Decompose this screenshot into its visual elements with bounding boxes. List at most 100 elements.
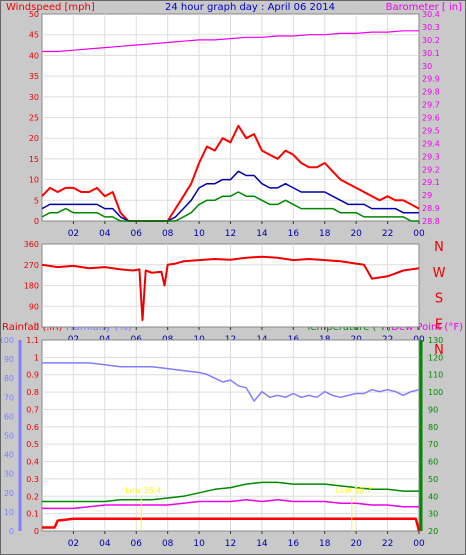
y-tick-label-3: 0.8 <box>26 388 39 397</box>
chart-title: 24 hour graph day : April 06 2014 <box>165 2 335 13</box>
y-tick-label-1: 29.7 <box>422 101 440 110</box>
y-tick-label-2: 0 <box>34 323 39 332</box>
y-tick-label-3: 40 <box>428 492 438 501</box>
x-tick-label: 16 <box>288 539 300 549</box>
y-tick-label-3: 40 <box>4 451 14 460</box>
windspeed-label: Windspeed [mph] <box>6 2 95 13</box>
y-tick-label-1: 30.2 <box>422 36 440 45</box>
y-tick-label-3: 130 <box>428 336 443 345</box>
compass-label: N <box>434 240 444 255</box>
y-tick-label-1: 29.9 <box>422 75 440 84</box>
x-tick-label: 02 <box>68 229 79 239</box>
y-tick-label-1: 30 <box>422 62 432 71</box>
y-tick-label-1: 29.3 <box>422 152 440 161</box>
barometer-label: Barometer [ in] <box>386 2 462 13</box>
y-tick-label-3: 0.9 <box>26 371 39 380</box>
x-tick-label: 00 <box>413 539 425 549</box>
y-tick-label-3: 0.1 <box>26 510 39 519</box>
x-tick-label: 04 <box>99 229 111 239</box>
y-tick-label-1: 29.2 <box>422 165 440 174</box>
x-tick-label: 20 <box>350 229 362 239</box>
series-line-3 <box>42 498 419 510</box>
y-tick-label-2: 180 <box>24 282 39 291</box>
y-tick-label-1: 28.9 <box>422 204 440 213</box>
y-tick-label-3: 30 <box>428 510 438 519</box>
y-tick-label-2: 90 <box>29 302 39 311</box>
y-tick-label-1: 30 <box>29 93 39 102</box>
x-tick-label: 10 <box>193 229 205 239</box>
y-tick-label-3: 60 <box>428 458 438 467</box>
y-tick-label-1: 5 <box>34 196 39 205</box>
y-tick-label-3: 0.2 <box>26 492 39 501</box>
y-tick-label-3: 50 <box>4 432 14 441</box>
y-tick-label-1: 29 <box>422 191 432 200</box>
y-tick-label-3: 20 <box>428 527 438 536</box>
y-tick-label-3: 30 <box>4 470 14 479</box>
compass-label: S <box>435 292 443 307</box>
y-tick-label-1: 30.3 <box>422 23 440 32</box>
y-tick-label-3: 100 <box>428 388 443 397</box>
x-tick-label: 02 <box>68 539 79 549</box>
y-tick-label-1: 50 <box>29 10 39 19</box>
y-tick-label-3: 110 <box>428 371 443 380</box>
y-tick-label-1: 29.5 <box>422 126 440 135</box>
y-tick-label-3: 0.3 <box>26 475 39 484</box>
y-tick-label-1: 25 <box>29 114 39 123</box>
rainfall-label: Rainfall (.in) <box>2 322 63 333</box>
y-tick-label-3: 90 <box>4 355 14 364</box>
compass-label: N <box>434 343 444 358</box>
y-tick-label-1: 20 <box>29 134 39 143</box>
y-tick-label-1: 30.1 <box>422 49 440 58</box>
series-line-1 <box>41 191 419 222</box>
y-tick-label-1: 30.4 <box>422 10 440 19</box>
annotation-label: Low 36.4 <box>125 486 161 495</box>
y-tick-label-1: 15 <box>29 155 39 164</box>
y-tick-label-3: 70 <box>428 440 438 449</box>
series-line-3 <box>42 481 419 503</box>
x-tick-label: 14 <box>256 539 268 549</box>
y-tick-label-1: 28.8 <box>422 217 440 226</box>
y-tick-label-1: 29.8 <box>422 88 440 97</box>
y-tick-label-1: 10 <box>29 176 39 185</box>
series-line-3 <box>42 517 421 532</box>
x-tick-label: 04 <box>99 539 111 549</box>
x-tick-label: 12 <box>225 539 236 549</box>
y-tick-label-1: 29.1 <box>422 178 440 187</box>
dewpoint-label: Dew Point (°F) <box>391 322 463 333</box>
y-tick-label-3: 10 <box>4 508 14 517</box>
y-tick-label-3: 20 <box>4 489 14 498</box>
y-tick-label-3: 0.4 <box>26 458 39 467</box>
y-tick-label-1: 0 <box>34 217 39 226</box>
compass-label: E <box>435 317 443 332</box>
annotation-label: Low 19.7 <box>336 486 372 495</box>
y-tick-label-2: 360 <box>24 240 39 249</box>
y-tick-label-3: 90 <box>428 405 438 414</box>
y-tick-label-2: 270 <box>24 261 39 270</box>
y-tick-label-3: 70 <box>4 393 14 402</box>
x-tick-label: 08 <box>162 539 174 549</box>
y-tick-label-3: 0 <box>9 527 14 536</box>
y-tick-label-3: 1 <box>34 353 39 362</box>
series-line-3 <box>42 362 420 402</box>
plot-layer: 0510152025303540455028.828.92929.129.229… <box>0 10 446 549</box>
x-tick-label: 18 <box>319 539 331 549</box>
y-tick-label-3: 0 <box>34 527 39 536</box>
x-tick-label: 18 <box>319 229 331 239</box>
y-tick-label-1: 35 <box>29 72 39 81</box>
y-tick-label-3: 50 <box>428 475 438 484</box>
y-tick-label-3: 60 <box>4 412 14 421</box>
x-tick-label: 10 <box>193 539 205 549</box>
x-tick-label: 12 <box>225 229 236 239</box>
series-line-2 <box>41 255 420 322</box>
y-tick-label-1: 40 <box>29 51 39 60</box>
x-tick-label: 20 <box>350 539 362 549</box>
x-tick-label: 16 <box>288 229 300 239</box>
series-line-1 <box>41 170 419 222</box>
y-tick-label-1: 29.6 <box>422 114 440 123</box>
y-tick-label-1: 29.4 <box>422 139 440 148</box>
y-tick-label-3: 0.5 <box>26 440 39 449</box>
y-tick-label-3: 0.6 <box>26 423 39 432</box>
y-tick-label-3: 120 <box>428 353 443 362</box>
x-tick-label: 06 <box>131 539 143 549</box>
